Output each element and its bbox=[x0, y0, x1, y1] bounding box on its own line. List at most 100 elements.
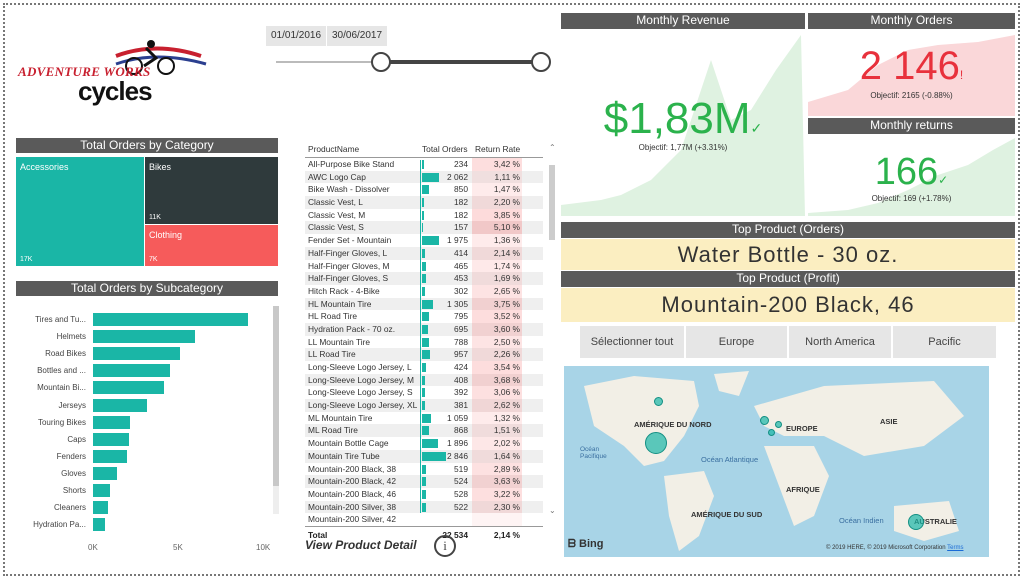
table-row[interactable]: Mountain-200 Black, 42 524 3,63 % bbox=[305, 475, 543, 488]
view-product-detail-link[interactable]: View Product Detail bbox=[305, 538, 417, 552]
treemap-bikes[interactable]: Bikes 11K bbox=[145, 157, 278, 224]
date-slider-start-handle[interactable] bbox=[371, 52, 391, 72]
subcategory-bar-row[interactable]: Gloves bbox=[16, 466, 276, 481]
subcategory-bar-row[interactable]: Tires and Tu... bbox=[16, 313, 276, 327]
subcategory-bar-label: Jerseys bbox=[58, 400, 86, 410]
table-row[interactable]: Long-Sleeve Logo Jersey, S 392 3,06 % bbox=[305, 386, 543, 400]
table-row[interactable]: HL Road Tire 795 3,52 % bbox=[305, 310, 543, 323]
treemap-accessories[interactable]: Accessories 17K bbox=[16, 157, 144, 266]
table-row[interactable]: Half-Finger Gloves, L 414 2,14 % bbox=[305, 246, 543, 260]
table-row[interactable]: Bike Wash - Dissolver 850 1,47 % bbox=[305, 183, 543, 197]
table-row[interactable]: Classic Vest, L 182 2,20 % bbox=[305, 196, 543, 209]
table-row[interactable]: AWC Logo Cap 2 062 1,11 % bbox=[305, 170, 543, 184]
region-select-all-button[interactable]: Sélectionner tout bbox=[580, 326, 684, 358]
table-row[interactable]: Mountain-200 Black, 38 519 2,89 % bbox=[305, 462, 543, 476]
header-product-name[interactable]: ProductName bbox=[308, 144, 360, 154]
subcategory-bar[interactable] bbox=[93, 432, 129, 446]
table-row[interactable]: ML Mountain Tire 1 059 1,32 % bbox=[305, 411, 543, 425]
subcategory-bar[interactable] bbox=[93, 347, 180, 361]
subcategory-bar[interactable] bbox=[93, 381, 165, 395]
subcategory-bar[interactable] bbox=[93, 484, 110, 497]
return-rate-cell: 2,02 % bbox=[472, 437, 522, 450]
subcategory-bar[interactable] bbox=[93, 501, 109, 515]
table-row[interactable]: Mountain-200 Black, 46 528 3,22 % bbox=[305, 487, 543, 501]
subcategory-bar[interactable] bbox=[93, 466, 117, 480]
table-row[interactable]: Long-Sleeve Logo Jersey, XL 381 2,62 % bbox=[305, 399, 543, 412]
subcategory-scrollbar[interactable] bbox=[273, 306, 279, 514]
table-row[interactable]: Classic Vest, M 182 3,85 % bbox=[305, 208, 543, 222]
table-row[interactable]: Hydration Pack - 70 oz. 695 3,60 % bbox=[305, 322, 543, 336]
table-row[interactable]: Long-Sleeve Logo Jersey, M 408 3,68 % bbox=[305, 373, 543, 387]
return-rate-cell: 2,26 % bbox=[472, 348, 522, 361]
map-bubble-uk[interactable] bbox=[760, 416, 769, 425]
monthly-returns-title: Monthly returns bbox=[808, 118, 1015, 134]
table-row[interactable]: Mountain-200 Silver, 42 bbox=[305, 513, 543, 526]
subcategory-bar[interactable] bbox=[93, 415, 131, 429]
map-bubble-australia[interactable] bbox=[908, 514, 924, 530]
return-rate-cell: 1,11 % bbox=[472, 170, 522, 184]
subcategory-bar-row[interactable]: Jerseys bbox=[16, 398, 276, 413]
region-pacific-button[interactable]: Pacific bbox=[893, 326, 996, 358]
map-terms-link[interactable]: Terms bbox=[947, 545, 964, 551]
map-bubble-france[interactable] bbox=[768, 429, 775, 436]
table-row[interactable]: Classic Vest, S 157 5,10 % bbox=[305, 221, 543, 235]
table-row[interactable]: Mountain Bottle Cage 1 896 2,02 % bbox=[305, 437, 543, 450]
subcategory-bar[interactable] bbox=[93, 330, 195, 344]
region-europe-button[interactable]: Europe bbox=[686, 326, 787, 358]
subcategory-bar-row[interactable]: Fenders bbox=[16, 449, 276, 464]
product-name-cell: Mountain Bottle Cage bbox=[308, 438, 389, 449]
table-row[interactable]: Mountain Tire Tube 2 846 1,64 % bbox=[305, 449, 543, 463]
subcategory-bar[interactable] bbox=[93, 313, 248, 326]
table-row[interactable]: HL Mountain Tire 1 305 3,75 % bbox=[305, 297, 543, 311]
map-label-indian: Océan Indien bbox=[839, 516, 884, 525]
orders-data-bar bbox=[422, 274, 426, 284]
table-row[interactable]: Long-Sleeve Logo Jersey, L 424 3,54 % bbox=[305, 361, 543, 374]
info-icon[interactable]: i bbox=[434, 535, 456, 557]
orders-cell: 519 bbox=[454, 463, 468, 474]
subcategory-bar[interactable] bbox=[93, 518, 105, 532]
table-row[interactable]: Half-Finger Gloves, S 453 1,69 % bbox=[305, 272, 543, 285]
subcategory-scroll-thumb[interactable] bbox=[273, 306, 279, 486]
table-row[interactable]: Fender Set - Mountain 1 975 1,36 % bbox=[305, 234, 543, 247]
subcategory-bar[interactable] bbox=[93, 449, 127, 463]
region-north-america-button[interactable]: North America bbox=[789, 326, 891, 358]
orders-trend-exclamation-icon: ! bbox=[959, 68, 964, 82]
subcategory-bar-row[interactable]: Shorts bbox=[16, 484, 276, 498]
subcategory-bar[interactable] bbox=[93, 364, 170, 378]
orders-cell: 182 bbox=[454, 197, 468, 208]
subcategory-bar-row[interactable]: Caps bbox=[16, 432, 276, 447]
date-slider-end-handle[interactable] bbox=[531, 52, 551, 72]
subcategory-bar-row[interactable]: Road Bikes bbox=[16, 347, 276, 361]
subcategory-bar-row[interactable]: Touring Bikes bbox=[16, 415, 276, 430]
subcategory-bar-row[interactable]: Helmets bbox=[16, 330, 276, 344]
table-row[interactable]: ML Road Tire 868 1,51 % bbox=[305, 424, 543, 438]
return-rate-cell: 1,74 % bbox=[472, 259, 522, 273]
table-row[interactable]: LL Road Tire 957 2,26 % bbox=[305, 348, 543, 361]
product-name-cell: ML Road Tire bbox=[308, 425, 358, 436]
map-bubble-germany[interactable] bbox=[775, 421, 782, 428]
map-bubble-usa[interactable] bbox=[645, 432, 667, 454]
orders-cell: 381 bbox=[454, 400, 468, 411]
subcategory-bar-row[interactable]: Bottles and ... bbox=[16, 364, 276, 378]
table-row[interactable]: Hitch Rack - 4-Bike 302 2,65 % bbox=[305, 284, 543, 298]
sales-map[interactable]: AMÉRIQUE DU NORD EUROPE ASIE AFRIQUE AMÉ… bbox=[564, 366, 989, 557]
product-name-cell: Classic Vest, S bbox=[308, 222, 364, 233]
date-start-input[interactable]: 01/01/2016 bbox=[266, 26, 327, 46]
subcategory-bar[interactable] bbox=[93, 398, 148, 412]
table-scroll-thumb[interactable] bbox=[549, 165, 555, 240]
header-return-rate[interactable]: Return Rate bbox=[475, 144, 521, 154]
header-total-orders[interactable]: Total Orders bbox=[422, 144, 468, 154]
subcategory-bar-row[interactable]: Cleaners bbox=[16, 501, 276, 515]
date-end-input[interactable]: 30/06/2017 bbox=[327, 26, 388, 46]
table-row[interactable]: Half-Finger Gloves, M 465 1,74 % bbox=[305, 259, 543, 273]
subcategory-bar-row[interactable]: Mountain Bi... bbox=[16, 381, 276, 395]
map-bubble-canada[interactable] bbox=[654, 397, 663, 406]
table-row[interactable]: LL Mountain Tire 788 2,50 % bbox=[305, 335, 543, 349]
logo-text-cycles: cycles bbox=[78, 76, 153, 106]
table-row[interactable]: All-Purpose Bike Stand 234 3,42 % bbox=[305, 158, 543, 171]
subcategory-bar-row[interactable]: Hydration Pa... bbox=[16, 518, 276, 532]
table-row[interactable]: Mountain-200 Silver, 38 522 2,30 % bbox=[305, 500, 543, 514]
treemap-clothing[interactable]: Clothing 7K bbox=[145, 225, 278, 266]
table-scroll-down-icon[interactable]: ⌄ bbox=[549, 506, 556, 515]
table-scroll-up-icon[interactable]: ⌃ bbox=[549, 143, 556, 152]
